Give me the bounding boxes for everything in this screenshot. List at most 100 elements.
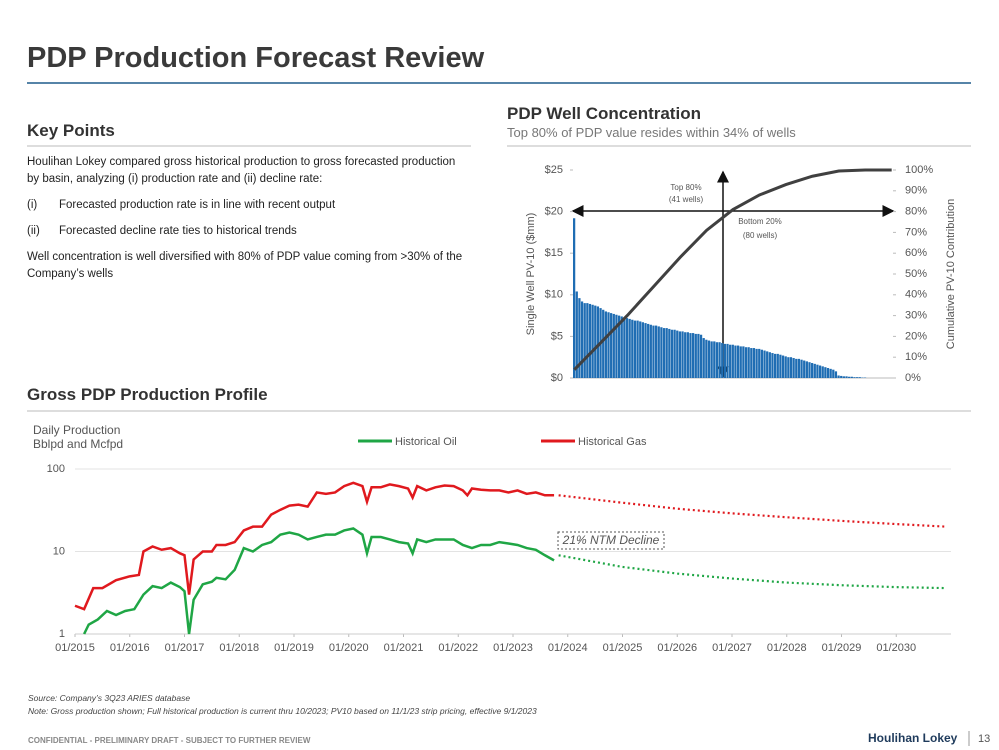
bar — [739, 346, 742, 378]
annotation: (80 wells) — [743, 231, 778, 240]
list-marker: (i) — [27, 199, 38, 211]
bar — [710, 341, 713, 378]
y-tick-label: 1 — [59, 628, 65, 640]
y-tick-label: $0 — [551, 372, 563, 384]
bar — [652, 325, 655, 378]
bar — [707, 340, 711, 378]
bar — [821, 366, 824, 378]
line — [83, 527, 555, 635]
bar — [575, 291, 578, 378]
bar — [602, 309, 605, 378]
page-number: 13 — [978, 733, 991, 745]
bar — [784, 356, 787, 378]
y2-tick-label: 40% — [905, 289, 927, 301]
bar — [689, 333, 692, 378]
annotation: Top 80% — [670, 183, 701, 192]
bar — [692, 333, 695, 378]
bar — [850, 376, 853, 378]
slide-title: PDP Production Forecast Review — [27, 42, 485, 74]
bar — [755, 348, 758, 378]
bar — [763, 350, 766, 378]
bar — [647, 323, 650, 378]
bar — [752, 348, 756, 378]
bar — [760, 349, 764, 378]
bar — [824, 367, 827, 378]
bar — [628, 318, 631, 378]
bar — [773, 353, 777, 378]
bar — [596, 306, 600, 378]
bar — [776, 353, 779, 378]
bar — [789, 357, 793, 378]
x-tick-label: 01/2020 — [329, 642, 369, 654]
footnote: Source: Company’s 3Q23 ARIES database — [28, 693, 191, 703]
bar — [832, 369, 835, 378]
x-tick-label: 01/2021 — [384, 642, 424, 654]
bar — [766, 351, 769, 378]
bar — [702, 338, 705, 378]
bar — [715, 342, 719, 378]
list-item: Forecasted production rate is in line wi… — [59, 199, 336, 211]
bar — [729, 344, 732, 378]
y-axis-title: Daily Production — [33, 423, 121, 437]
bar — [747, 347, 750, 378]
bar — [842, 376, 845, 378]
bar — [808, 362, 811, 378]
chart-subtitle: Top 80% of PDP value resides within 34% … — [507, 125, 796, 140]
bar — [744, 347, 748, 378]
y2-tick-label: 50% — [905, 268, 927, 280]
y2-tick-label: 80% — [905, 206, 927, 218]
bar — [813, 363, 816, 378]
bar — [633, 320, 637, 378]
bar — [684, 332, 687, 378]
bar — [816, 364, 819, 378]
y-tick-label: $15 — [545, 247, 563, 259]
line — [74, 481, 555, 611]
bar — [594, 305, 597, 378]
bar — [670, 329, 674, 378]
bar — [641, 322, 645, 378]
section-heading: Key Points — [27, 121, 115, 140]
x-tick-label: 01/2028 — [767, 642, 807, 654]
y-tick-label: $20 — [545, 206, 563, 218]
bar — [681, 331, 684, 378]
bar — [573, 218, 576, 378]
forecast-line — [558, 554, 947, 590]
bar — [604, 311, 607, 378]
bar — [800, 359, 803, 378]
bar — [736, 345, 740, 378]
bar — [787, 357, 790, 378]
confidential-notice: CONFIDENTIAL - PRELIMINARY DRAFT - SUBJE… — [28, 736, 311, 745]
bar — [805, 361, 808, 378]
bar — [718, 342, 721, 378]
x-tick-label: 01/2019 — [274, 642, 314, 654]
bar — [623, 317, 626, 378]
bar — [713, 341, 716, 378]
legend-label: Historical Gas — [578, 436, 647, 448]
bar — [639, 321, 642, 378]
chart-title: Gross PDP Production Profile — [27, 385, 268, 404]
bar — [591, 304, 594, 378]
bar — [848, 376, 851, 378]
x-tick-label: 01/2017 — [165, 642, 205, 654]
y2-tick-label: 0% — [905, 372, 921, 384]
bar — [858, 377, 861, 378]
bar — [837, 375, 840, 378]
bar — [855, 377, 859, 378]
bar — [750, 348, 753, 378]
bar — [580, 301, 584, 378]
bar — [654, 325, 658, 378]
bar — [668, 328, 671, 378]
y2-tick-label: 60% — [905, 247, 927, 259]
bar — [673, 329, 676, 378]
bar — [617, 315, 621, 378]
bar — [818, 365, 822, 378]
list-marker: (ii) — [27, 225, 40, 237]
forecast-line — [558, 494, 947, 528]
list-item: Forecasted decline rate ties to historic… — [59, 225, 297, 237]
bar — [811, 363, 814, 378]
bar — [620, 316, 623, 378]
y-axis-title: Bblpd and Mcfpd — [33, 437, 124, 451]
bar — [726, 343, 729, 378]
y2-tick-label: 10% — [905, 351, 927, 363]
